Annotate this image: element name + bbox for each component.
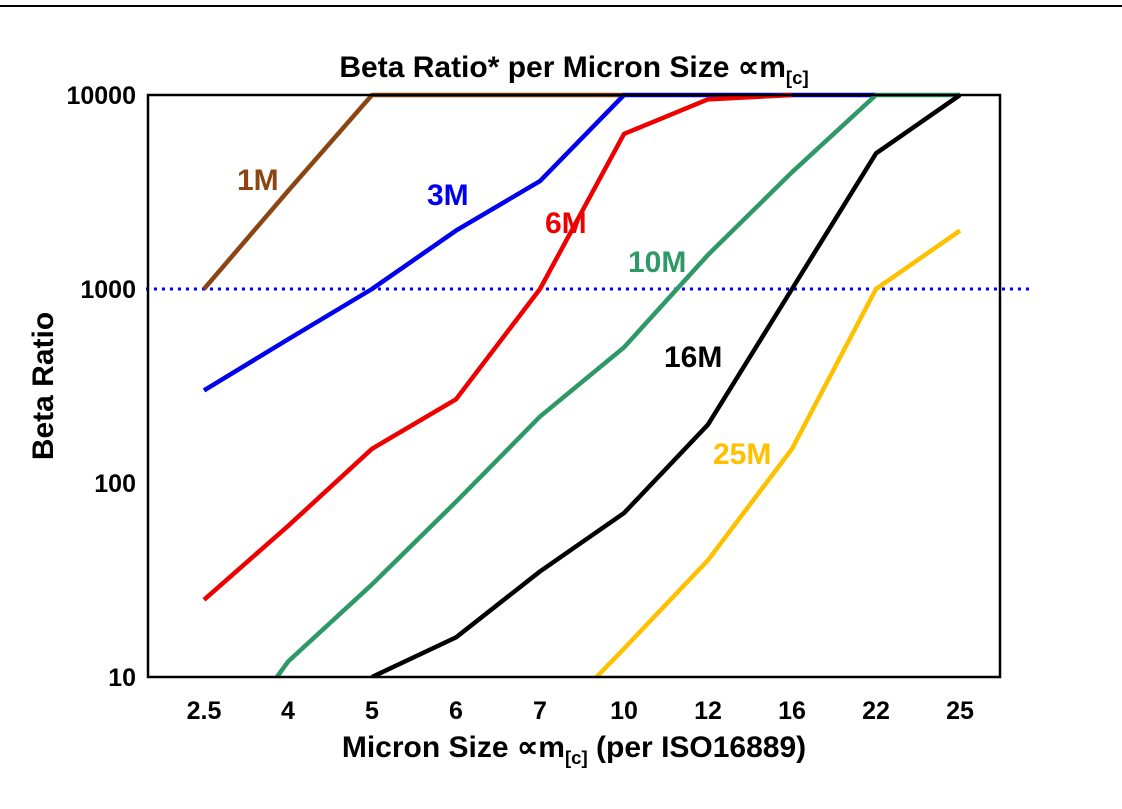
y-tick-label-1000: 1000 xyxy=(80,276,136,304)
series-label-3M: 3M xyxy=(427,179,469,212)
x-tick-label-7: 7 xyxy=(533,697,547,725)
page-top-border xyxy=(0,5,1122,7)
chart-title: Beta Ratio* per Micron Size ∝m[c] xyxy=(148,50,1000,89)
series-label-16M: 16M xyxy=(664,341,722,374)
series-line-3M xyxy=(202,92,876,393)
series-label-6M: 6M xyxy=(545,207,587,240)
series-line-16M xyxy=(371,93,962,677)
x-axis-title-suffix: (per ISO16889) xyxy=(587,731,807,764)
x-axis-title: Micron Size ∝m[c] (per ISO16889) xyxy=(148,730,1000,769)
x-tick-label-4: 4 xyxy=(281,697,295,725)
x-tick-label-16: 16 xyxy=(778,697,806,725)
series-line-10M xyxy=(274,92,960,677)
series-label-10M: 10M xyxy=(628,246,686,279)
x-tick-label-10: 10 xyxy=(610,697,638,725)
x-axis-title-text: Micron Size xyxy=(341,731,517,764)
series-label-1M: 1M xyxy=(237,164,279,197)
series-line-6M xyxy=(202,92,793,602)
micron-subscript-x: [c] xyxy=(564,747,588,768)
micron-symbol: ∝m xyxy=(737,51,786,84)
micron-subscript: [c] xyxy=(785,67,809,88)
chart-title-text: Beta Ratio* per Micron Size xyxy=(339,51,738,84)
y-tick-label-100: 100 xyxy=(94,470,136,498)
x-tick-label-5: 5 xyxy=(365,697,379,725)
series-line-25M xyxy=(593,228,962,677)
series-group xyxy=(202,92,962,677)
micron-symbol-x: ∝m xyxy=(516,731,565,764)
x-tick-label-6: 6 xyxy=(449,697,463,725)
x-tick-label-25: 25 xyxy=(946,697,974,725)
y-tick-label-10: 10 xyxy=(108,664,136,692)
x-tick-label-22: 22 xyxy=(862,697,890,725)
y-tick-label-10000: 10000 xyxy=(66,82,136,110)
x-tick-label-12: 12 xyxy=(694,697,722,725)
plot-border xyxy=(146,93,1002,679)
series-label-25M: 25M xyxy=(713,438,771,471)
x-tick-label-2.5: 2.5 xyxy=(187,697,222,725)
